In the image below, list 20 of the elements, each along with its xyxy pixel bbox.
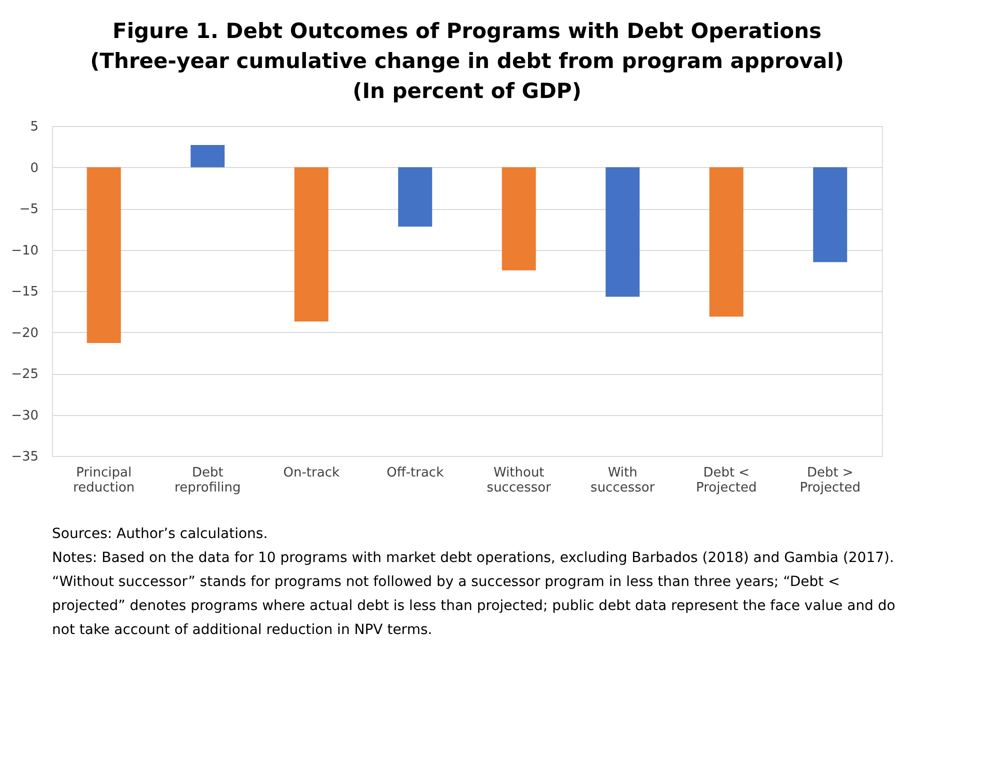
y-tick-label: −20 [11, 326, 38, 341]
x-tick-label: Principal reduction [73, 466, 135, 496]
x-tick-label: Debt > Projected [800, 466, 860, 496]
y-tick-label: 5 [30, 120, 38, 134]
x-tick-label: Debt reprofiling [174, 466, 241, 496]
x-tick-label: Debt < Projected [696, 466, 757, 496]
text: Notes: Based on the data for 10 programs with market debt operations, excluding Barbados (2018) and Gambia (2017). “Without successor” stands for programs not followed by a successor program in less than three years; “Debt < projected” denotes programs where actual debt is less than projected; public debt data represent the face value and do not take account of additional reduction in NPV terms. [52, 550, 896, 638]
y-tick-label: −15 [11, 284, 38, 300]
x-tick-label: On-track [283, 466, 340, 480]
y-tick-label: −25 [11, 367, 38, 382]
y-tick-label: 0 [30, 160, 38, 176]
x-tick-label: Off-track [386, 466, 444, 480]
y-tick-label: −10 [11, 243, 38, 258]
chart-title: Figure 1. Debt Outcomes of Programs with Debt Operations (Three-year cumulative change in debt from program approval) (In percent of GDP) [90, 19, 844, 103]
source-note: Sources: Author’s calculations. [52, 526, 268, 542]
x-tick-label: With successor [590, 466, 656, 496]
y-tick-label: −5 [19, 202, 38, 217]
y-tick-label: −30 [11, 408, 38, 424]
x-tick-label: Without successor [486, 466, 552, 496]
y-tick-label: −35 [11, 450, 38, 464]
